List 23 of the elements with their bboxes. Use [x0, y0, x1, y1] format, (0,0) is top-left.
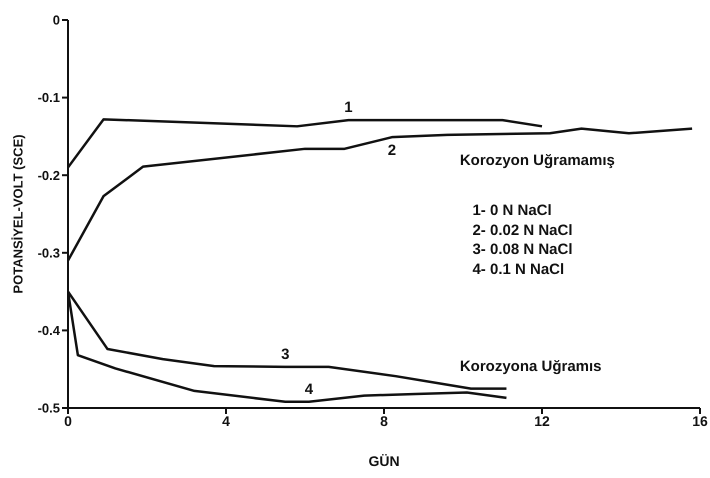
series-label: 1: [344, 99, 353, 116]
annotation: 4- 0.1 N NaCl: [472, 260, 564, 278]
x-tick-label: 8: [380, 412, 388, 429]
y-tick-label: -0.1: [38, 90, 60, 106]
series-label: 3: [281, 346, 290, 363]
annotation: Korozyona Uğramıs: [460, 358, 602, 375]
y-tick-label: 0: [52, 12, 60, 28]
x-tick-label: 12: [534, 412, 550, 429]
annotation: 3- 0.08 N NaCl: [472, 241, 573, 258]
x-axis-title: GÜN: [368, 453, 400, 469]
y-axis-title: POTANSİYEL-VOLT (SCE): [10, 134, 26, 294]
y-tick-label: -0.3: [38, 245, 60, 260]
annotation: 2- 0.02 N NaCl: [472, 222, 573, 239]
y-tick-label: -0.4: [38, 323, 61, 338]
x-tick-label: 4: [222, 412, 230, 429]
x-tick-label: 16: [692, 412, 708, 429]
series-label: 2: [388, 142, 396, 160]
y-tick-label: -0.2: [38, 168, 60, 183]
y-tick-label: -0.5: [38, 400, 60, 416]
annotation: Korozyon Uğramamış: [460, 152, 615, 169]
x-tick-label: 0: [64, 412, 72, 429]
series-label: 4: [304, 380, 314, 398]
annotation: 1- 0 N NaCl: [472, 202, 552, 220]
